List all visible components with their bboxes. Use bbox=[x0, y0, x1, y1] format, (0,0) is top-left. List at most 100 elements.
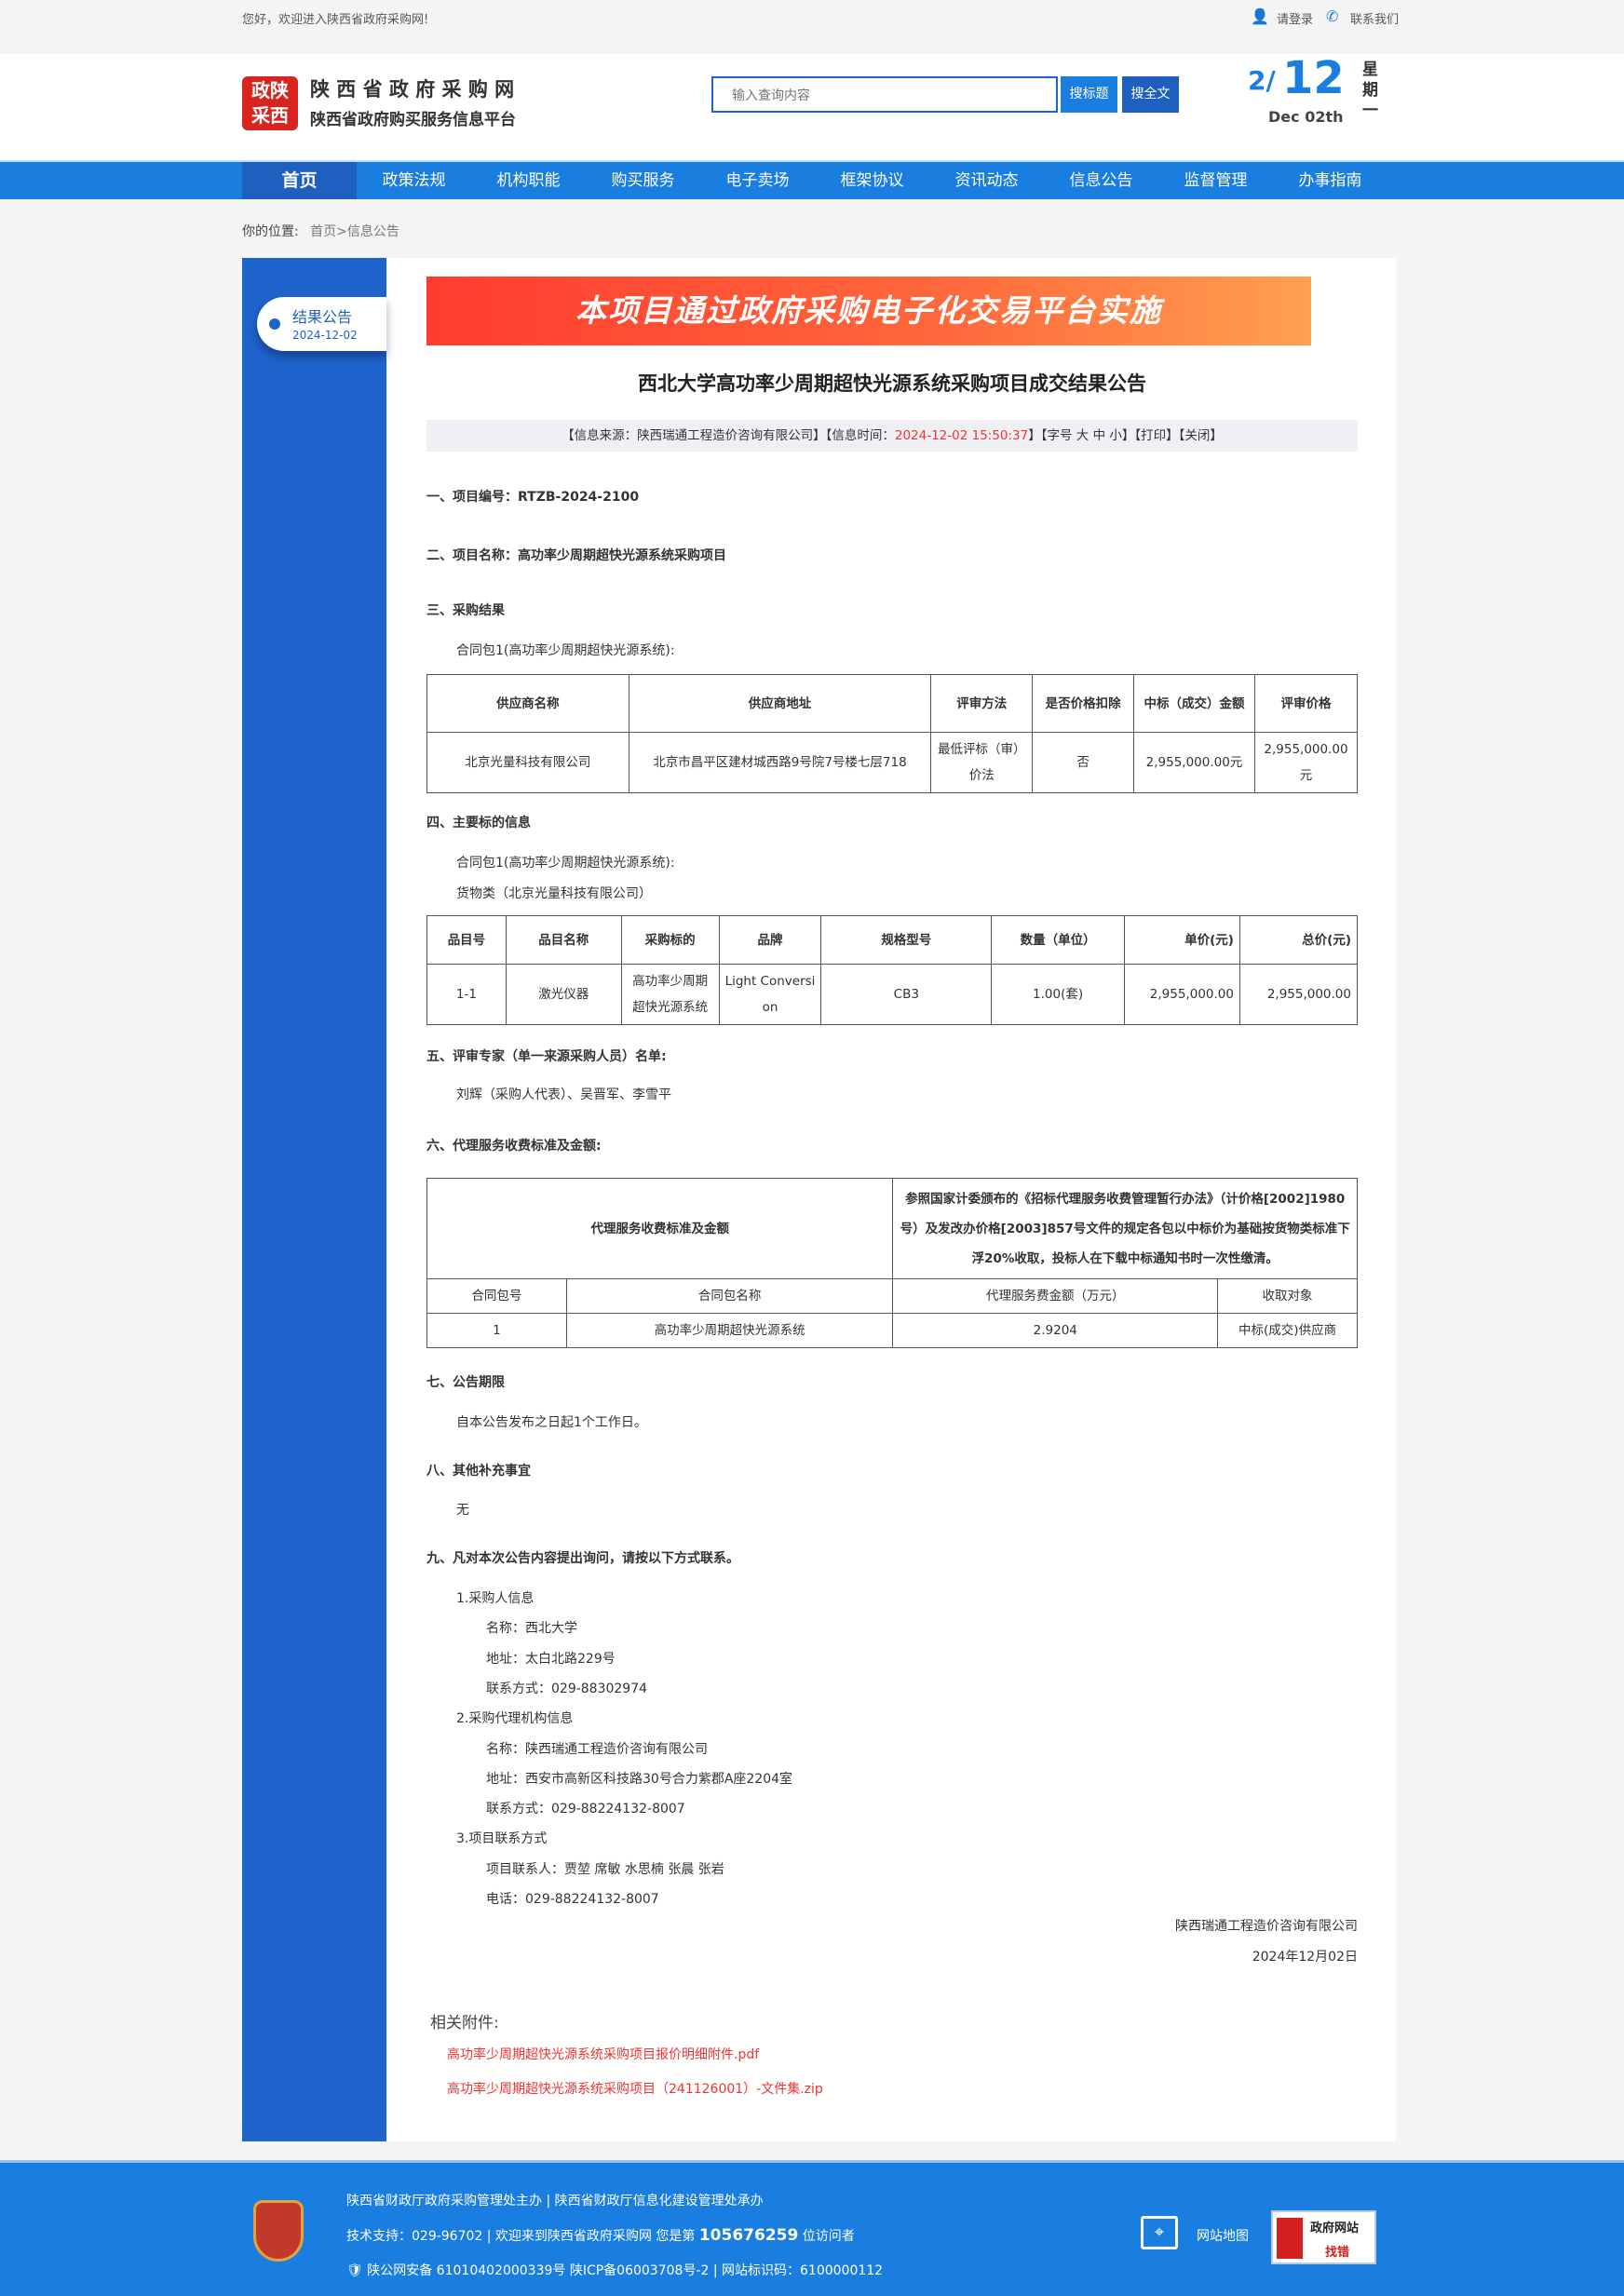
attachment-link-zip[interactable]: 高功率少周期超快光源系统采购项目（241126001）-文件集.zip bbox=[447, 2082, 823, 2097]
table-cell: 1 bbox=[426, 1313, 567, 1348]
table-header: 代理服务收费标准及金额 bbox=[426, 1178, 894, 1279]
goods-type: 货物类（北京光量科技有限公司） bbox=[456, 886, 652, 901]
date-english: Dec 02th bbox=[1268, 108, 1344, 126]
site-name: 陕 西 省 政 府 采 购 网 bbox=[310, 78, 515, 101]
table-header: 单价(元) bbox=[1124, 915, 1240, 965]
breadcrumb-current[interactable]: >信息公告 bbox=[336, 224, 399, 239]
contact-line: 电话：029-88224132-8007 bbox=[486, 1892, 659, 1907]
visitor-count: 105676259 bbox=[698, 2226, 799, 2245]
section-contact: 九、凡对本次公告内容提出询问，请按以下方式联系。 bbox=[426, 1551, 739, 1566]
table-cell: Light Conversion bbox=[718, 964, 822, 1025]
other-text: 无 bbox=[456, 1503, 469, 1518]
info-time: 2024-12-02 15:50:37 bbox=[894, 428, 1029, 443]
table-header: 品目名称 bbox=[505, 915, 622, 965]
gov-site-error-badge[interactable]: 政府网站 找错 bbox=[1271, 2210, 1376, 2264]
search-input[interactable] bbox=[711, 76, 1058, 113]
nav-item-framework[interactable]: 框架协议 bbox=[840, 171, 904, 190]
nav-item-policy[interactable]: 政策法规 bbox=[382, 171, 446, 190]
fee-table: 代理服务收费标准及金额 参照国家计委颁布的《招标代理服务收费管理暂行办法》（计价… bbox=[426, 1178, 1358, 1348]
table-cell: 否 bbox=[1032, 732, 1135, 793]
expert-names: 刘辉（采购人代表）、吴晋军、李雪平 bbox=[456, 1087, 671, 1102]
table-header: 供应商名称 bbox=[426, 674, 629, 733]
table-cell: 高功率少周期超快光源系统 bbox=[620, 964, 720, 1025]
fee-description: 参照国家计委颁布的《招标代理服务收费管理暂行办法》（计价格[2002]1980号… bbox=[892, 1178, 1358, 1279]
search-title-button[interactable]: 搜标题 bbox=[1061, 76, 1117, 113]
table-header: 品牌 bbox=[718, 915, 822, 965]
section-project-name: 二、项目名称：高功率少周期超快光源系统采购项目 bbox=[426, 548, 726, 563]
period-text: 自本公告发布之日起1个工作日。 bbox=[456, 1415, 647, 1430]
signature-date: 2024年12月02日 bbox=[1252, 1950, 1358, 1965]
package-label: 合同包1(高功率少周期超快光源系统): bbox=[456, 856, 675, 871]
table-header: 收取对象 bbox=[1217, 1278, 1358, 1314]
attachment-link-pdf[interactable]: 高功率少周期超快光源系统采购项目报价明细附件.pdf bbox=[447, 2047, 760, 2062]
nav-item-supervision[interactable]: 监督管理 bbox=[1184, 171, 1248, 190]
table-header: 数量（单位） bbox=[991, 915, 1126, 965]
contact-link[interactable]: 联系我们 bbox=[1350, 13, 1400, 27]
table-header: 供应商地址 bbox=[628, 674, 932, 733]
table-header: 采购标的 bbox=[620, 915, 720, 965]
table-cell: 1.00(套) bbox=[991, 964, 1126, 1025]
main-nav: 首页 政策法规 机构职能 购买服务 电子卖场 框架协议 资讯动态 信息公告 监督… bbox=[0, 160, 1624, 199]
table-cell: 高功率少周期超快光源系统 bbox=[565, 1313, 894, 1348]
table-header: 合同包名称 bbox=[565, 1278, 894, 1314]
footer-support: 技术支持：029-96702 | 欢迎来到陕西省政府采购网 您是第 105676… bbox=[346, 2226, 855, 2245]
nav-item-e-mall[interactable]: 电子卖场 bbox=[725, 171, 790, 190]
table-cell: CB3 bbox=[820, 964, 993, 1025]
subject-table: 品目号 品目名称 采购标的 品牌 规格型号 数量（单位） 单价(元) 总价(元)… bbox=[426, 915, 1359, 1025]
table-header: 评审价格 bbox=[1253, 674, 1359, 733]
section-project-number: 一、项目编号：RTZB-2024-2100 bbox=[426, 490, 640, 505]
table-cell: 2,955,000.00 bbox=[1238, 964, 1359, 1025]
table-header: 是否价格扣除 bbox=[1032, 674, 1135, 733]
info-bar: 【信息来源：陕西瑞通工程造价咨询有限公司】【信息时间：2024-12-02 15… bbox=[426, 420, 1358, 452]
date-day: 12 bbox=[1282, 52, 1345, 104]
breadcrumb: 你的位置: 首页>信息公告 bbox=[242, 222, 399, 240]
footer-record[interactable]: 🛡 陕公网安备 61010402000339号 陕ICP备06003708号-2… bbox=[346, 2263, 884, 2278]
site-subtitle: 陕西省政府购买服务信息平台 bbox=[310, 111, 516, 129]
section-experts: 五、评审专家（单一来源采购人员）名单: bbox=[426, 1049, 667, 1064]
nav-item-guide[interactable]: 办事指南 bbox=[1298, 171, 1362, 190]
login-link[interactable]: 请登录 bbox=[1277, 13, 1314, 27]
party-government-logo bbox=[253, 2200, 304, 2262]
site-logo[interactable]: 政陕 采西 bbox=[242, 76, 298, 130]
info-actions[interactable]: 】【字号 大 中 小】【打印】【关闭】 bbox=[1028, 428, 1223, 443]
nav-item-home[interactable]: 首页 bbox=[242, 162, 357, 199]
nav-item-notice[interactable]: 信息公告 bbox=[1069, 171, 1133, 190]
section-period: 七、公告期限 bbox=[426, 1375, 505, 1390]
contact-line: 联系方式：029-88224132-8007 bbox=[486, 1802, 685, 1817]
sidebar-item-result-notice[interactable]: 结果公告 2024-12-02 bbox=[257, 297, 386, 351]
map-icon[interactable]: ⌖ bbox=[1141, 2216, 1178, 2249]
table-header: 品目号 bbox=[426, 915, 507, 965]
table-cell: 北京光量科技有限公司 bbox=[426, 732, 629, 793]
sitemap-link[interactable]: 网站地图 bbox=[1197, 2229, 1249, 2244]
info-source: 【信息来源：陕西瑞通工程造价咨询有限公司】【信息时间： bbox=[562, 428, 895, 443]
section-result: 三、采购结果 bbox=[426, 603, 505, 618]
table-cell: 北京市昌平区建材城西路9号院7号楼七层718 bbox=[628, 732, 932, 793]
footer: 陕西省财政厅政府采购管理处主办 | 陕西省财政厅信息化建设管理处承办 技术支持：… bbox=[0, 2160, 1624, 2296]
phone-icon: ✆ bbox=[1326, 7, 1339, 25]
nav-item-purchase-service[interactable]: 购买服务 bbox=[611, 171, 675, 190]
section-subject-info: 四、主要标的信息 bbox=[426, 816, 531, 831]
table-cell: 2.9204 bbox=[892, 1313, 1219, 1348]
contact-line: 联系方式：029-88302974 bbox=[486, 1681, 648, 1696]
e-procurement-banner: 本项目通过政府采购电子化交易平台实施 bbox=[426, 277, 1311, 345]
top-bar: 您好，欢迎进入陕西省政府采购网! 👤 请登录 ✆ 联系我们 bbox=[0, 0, 1624, 54]
date-month: 2/ bbox=[1248, 65, 1276, 96]
weekday: 星期一 bbox=[1362, 61, 1378, 120]
section-other: 八、其他补充事宜 bbox=[426, 1464, 531, 1479]
dot-icon bbox=[269, 318, 280, 330]
signature-org: 陕西瑞通工程造价咨询有限公司 bbox=[1175, 1919, 1358, 1934]
result-table: 供应商名称 供应商地址 评审方法 是否价格扣除 中标（成交）金额 评审价格 北京… bbox=[426, 674, 1359, 793]
sidebar: 结果公告 2024-12-02 bbox=[242, 258, 386, 2141]
table-cell: 2,955,000.00元 bbox=[1253, 732, 1359, 793]
contact-line: 项目联系人：贾堃 席敏 水思楠 张晨 张岩 bbox=[486, 1861, 724, 1877]
search-full-button[interactable]: 搜全文 bbox=[1122, 76, 1179, 113]
footer-sponsor: 陕西省财政厅政府采购管理处主办 | 陕西省财政厅信息化建设管理处承办 bbox=[346, 2194, 764, 2208]
table-cell: 2,955,000.00元 bbox=[1133, 732, 1255, 793]
package-label: 合同包1(高功率少周期超快光源系统): bbox=[456, 643, 675, 658]
nav-item-institution[interactable]: 机构职能 bbox=[496, 171, 561, 190]
nav-item-news[interactable]: 资讯动态 bbox=[954, 171, 1019, 190]
breadcrumb-home[interactable]: 首页 bbox=[310, 224, 337, 239]
contact-line: 1.采购人信息 bbox=[456, 1591, 535, 1606]
table-cell: 中标(成交)供应商 bbox=[1217, 1313, 1358, 1348]
